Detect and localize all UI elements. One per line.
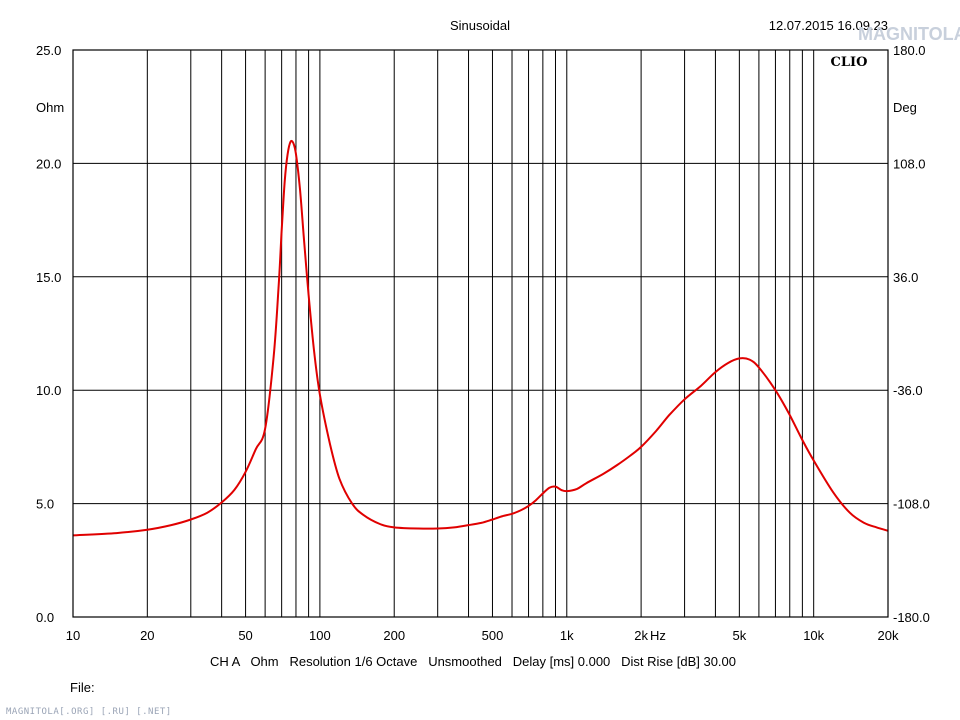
site-watermark: MAGNITOLA[.ORG] [.RU] [.NET]: [6, 707, 172, 717]
y-tick-label-right: 180.0: [893, 43, 926, 58]
y-tick-label-left: 0.0: [36, 610, 54, 625]
file-label: File:: [70, 680, 95, 695]
x-tick-label: 200: [383, 628, 405, 643]
y-tick-label-right: -108.0: [893, 497, 930, 512]
x-axis-unit: Hz: [650, 628, 666, 643]
y-tick-label-left: 10.0: [36, 383, 61, 398]
x-tick-label: 5k: [732, 628, 746, 643]
y-tick-label-left: 15.0: [36, 270, 61, 285]
x-tick-label: 50: [238, 628, 252, 643]
plot-frame: [72, 49, 889, 618]
brand-badge: CLIO: [831, 55, 868, 70]
brand-badge-bg: [826, 52, 872, 70]
x-tick-label: 10: [66, 628, 80, 643]
x-tick-label: 1k: [560, 628, 574, 643]
mode-title: Sinusoidal: [450, 18, 510, 33]
x-tick-label: 100: [309, 628, 331, 643]
y-tick-label-left: 20.0: [36, 156, 61, 171]
y-axis-right-unit: Deg: [893, 100, 917, 115]
impedance-curve: [72, 139, 889, 537]
y-tick-label-right: -180.0: [893, 610, 930, 625]
series-layer: [72, 139, 889, 537]
y-tick-label-right: 36.0: [893, 270, 918, 285]
y-tick-label-right: 108.0: [893, 156, 926, 171]
y-axis-left-unit: Ohm: [36, 100, 64, 115]
y-tick-label-left: 5.0: [36, 497, 54, 512]
x-tick-label: 20: [140, 628, 154, 643]
x-tick-label: 2k: [634, 628, 648, 643]
y-tick-label-right: -36.0: [893, 383, 923, 398]
timestamp: 12.07.2015 16.09.23: [769, 18, 888, 33]
x-tick-label: 20k: [878, 628, 899, 643]
x-tick-label: 10k: [803, 628, 824, 643]
grid: [73, 50, 888, 617]
measurement-settings: CH A Ohm Resolution 1/6 Octave Unsmoothe…: [210, 654, 736, 669]
tick-labels: 10 20 50 100 200 500 1k 2k 5k 10k 20k 0.0 5.0 10.0 15.…: [36, 43, 930, 643]
logo-watermark: MAGNITOLA: [858, 24, 960, 44]
y-tick-label-left: 25.0: [36, 43, 61, 58]
x-tick-label: 500: [482, 628, 504, 643]
